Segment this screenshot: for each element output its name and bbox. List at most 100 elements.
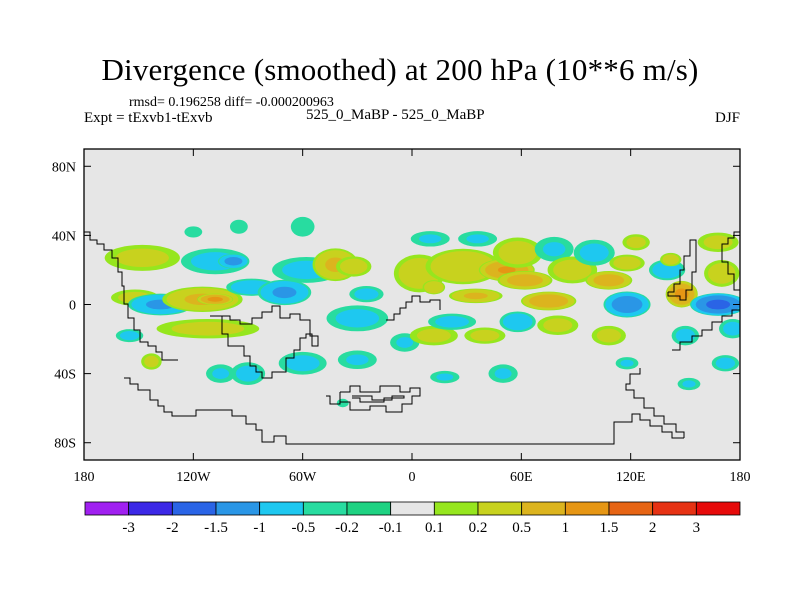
colorbar-box-14 [695,501,741,516]
coastline-australia [672,309,740,351]
colorbar-box-8 [433,501,479,516]
contour-blob-9-level-2 [272,286,297,299]
x-tick-label-2: 60W [289,470,317,485]
colorbar-box-0 [84,501,130,516]
contour-blob-59-level-3 [706,299,731,310]
contour-blob-43-level-2 [529,294,569,308]
contour-blob-18-level-1 [144,355,159,368]
season-label: DJF [714,110,740,126]
contour-blob-31-level-1 [466,234,489,244]
contour-blob-35-level-1 [502,313,533,331]
axis-ticks: 180 120W 60W 0 60E 120E 180 80N 40N 0 40S 80S [52,149,751,485]
colorbar-label-8: 0.2 [469,520,488,536]
contour-blob-50-level-1 [626,236,646,249]
contour-blob-56-level-1 [682,380,696,388]
colorbar-box-3 [215,501,261,516]
contour-blob-60-level-1 [723,321,740,336]
contour-blob-6-level-3 [207,296,223,302]
coastline-south-america [210,305,319,379]
colorbar-label-2: -1.5 [204,520,228,536]
contour-blob-13-level-0 [184,226,203,238]
y-tick-label-1: 40N [52,229,76,244]
x-tick-label-3: 0 [409,470,416,485]
colorbar-label-5: -0.2 [335,520,359,536]
coastline-africa [386,295,441,321]
contour-fill-layer [84,149,740,460]
y-tick-label-2: 0 [69,299,76,314]
chart-title: Divergence (smoothed) at 200 hPa (10**6 … [101,52,699,87]
colorbar-label-4: -0.5 [291,520,315,536]
contour-blob-11-level-0 [290,216,315,237]
coastline-antarctic-peninsula [326,395,341,405]
x-tick-label-1: 120W [176,470,211,485]
contour-blob-57-level-1 [703,235,733,250]
contour-blob-32-level-3 [497,266,516,274]
contour-blob-58-level-1 [708,262,736,284]
coastline-antarctica [124,377,684,445]
colorbar-label-6: -0.1 [379,520,403,536]
y-tick-label-0: 80N [52,160,76,175]
y-tick-label-3: 40S [54,368,76,383]
coastline-scotia-inner [352,395,405,403]
colorbar-box-2 [171,501,217,516]
contour-blob-28-level-1 [424,281,444,294]
contour-blob-7-level-1 [171,321,245,336]
contour-blob-36-level-1 [470,329,500,342]
x-tick-label-5: 120E [616,470,646,485]
colorbar-box-12 [608,501,654,516]
contour-blob-19-level-1 [212,368,230,379]
colorbar-box-10 [521,501,566,516]
contour-blob-20-level-1 [235,365,261,382]
colorbar-box-11 [564,501,610,516]
colorbar-box-9 [477,501,523,516]
coastline-maritime [667,239,697,301]
contour-blob-37-level-1 [416,328,451,343]
contour-blob-47-level-2 [611,295,643,314]
colorbar-box-5 [302,501,348,516]
contour-blob-17-level-1 [119,331,140,341]
contour-blob-48-level-1 [613,256,641,270]
contour-blob-23-level-1 [335,309,380,328]
contour-blob-46-level-2 [593,274,625,287]
contour-blob-40-level-1 [494,368,512,379]
contour-blob-44-level-1 [543,318,573,333]
contour-blob-55-level-1 [675,328,696,343]
contour-blob-34-level-2 [507,274,543,287]
x-tick-label-0: 180 [74,470,95,485]
colorbar-box-4 [259,501,304,516]
colorbar-label-13: 3 [693,520,701,536]
colorbar-label-9: 0.5 [512,520,531,536]
contour-blob-41-level-1 [542,242,566,257]
colorbar-label-12: 2 [649,520,657,536]
coastline-asia [721,231,740,291]
case-label: 525_0_MaBP - 525_0_MaBP [306,107,485,123]
colorbar-label-7: 0.1 [425,520,444,536]
x-tick-label-4: 60E [510,470,533,485]
contour-blob-49-level-1 [596,328,621,343]
contour-blob-29-level-1 [430,251,496,282]
contour-blob-39-level-1 [436,373,454,381]
colorbar-box-1 [128,501,173,516]
coastline-layer [84,231,740,445]
colorbar-label-0: -3 [122,520,135,536]
contour-blob-27-level-1 [418,234,442,244]
contour-blob-0-level-1 [115,248,169,268]
contour-blob-45-level-1 [579,243,609,262]
contour-blob-33-level-1 [498,240,537,265]
contour-blob-42-level-1 [553,259,592,281]
x-tick-label-6: 180 [730,470,751,485]
contour-blob-54-level-1 [662,254,679,265]
contour-blob-22-level-1 [346,354,369,366]
contour-blob-24-level-0 [336,398,349,408]
contour-blob-38-level-1 [435,316,470,328]
colorbar-label-11: 1.5 [600,520,619,536]
colorbar-label-10: 1 [562,520,570,536]
colorbar-label-3: -1 [253,520,266,536]
contour-blob-25-level-1 [396,337,414,348]
colorbar-label-1: -2 [166,520,179,536]
contour-blob-12-level-0 [229,219,248,234]
coastline-scotia-arc [339,385,421,413]
contour-blob-61-level-1 [715,357,736,369]
colorbar-box-6 [346,501,392,516]
